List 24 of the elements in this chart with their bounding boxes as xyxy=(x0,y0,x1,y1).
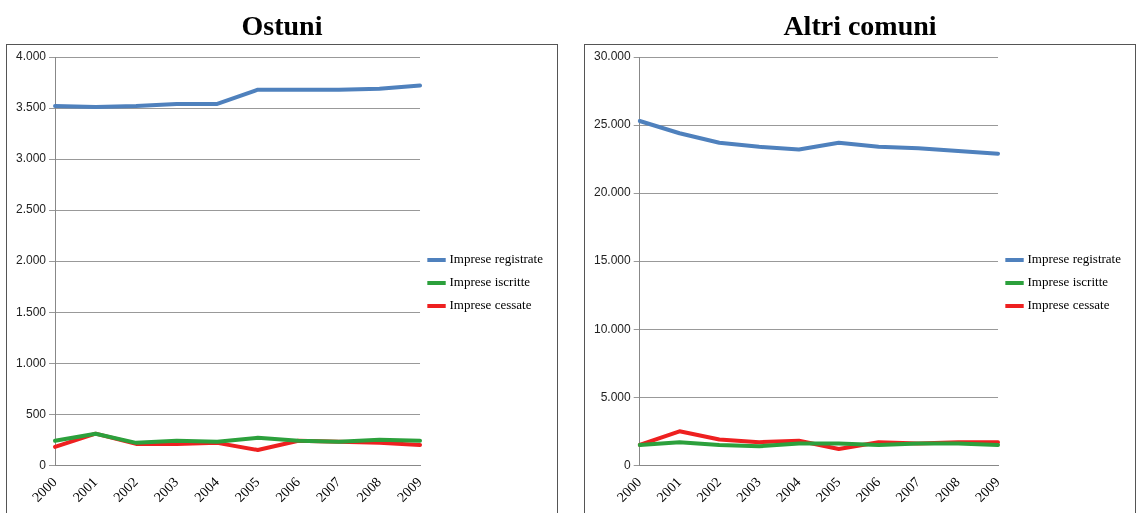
legend-label: Imprese registrate xyxy=(449,251,544,267)
y-tick-label: 4.000 xyxy=(16,49,47,64)
legend-label: Imprese cessate xyxy=(449,297,532,313)
chart-title: Ostuni xyxy=(240,9,324,43)
y-tick-label: 30.000 xyxy=(594,49,632,64)
legend-label: Imprese iscritte xyxy=(449,274,531,290)
y-tick-label: 500 xyxy=(26,406,47,421)
y-tick-label: 0 xyxy=(39,457,47,472)
y-tick-label: 25.000 xyxy=(594,117,632,132)
legend-label: Imprese iscritte xyxy=(1027,274,1109,290)
y-tick-label: 2.000 xyxy=(16,253,47,268)
y-tick-label: 3.500 xyxy=(16,100,47,115)
legend-label: Imprese cessate xyxy=(1027,297,1110,313)
y-tick-label: 3.000 xyxy=(16,151,47,166)
y-tick-label: 1.000 xyxy=(16,355,47,370)
y-tick-label: 1.500 xyxy=(16,304,47,319)
y-tick-label: 20.000 xyxy=(594,185,632,200)
chart-title: Altri comuni xyxy=(782,9,938,43)
y-tick-label: 2.500 xyxy=(16,202,47,217)
y-tick-label: 15.000 xyxy=(594,253,632,268)
y-tick-label: 0 xyxy=(624,457,632,472)
legend-label: Imprese registrate xyxy=(1027,251,1122,267)
y-tick-label: 5.000 xyxy=(600,389,632,404)
y-tick-label: 10.000 xyxy=(594,321,632,336)
